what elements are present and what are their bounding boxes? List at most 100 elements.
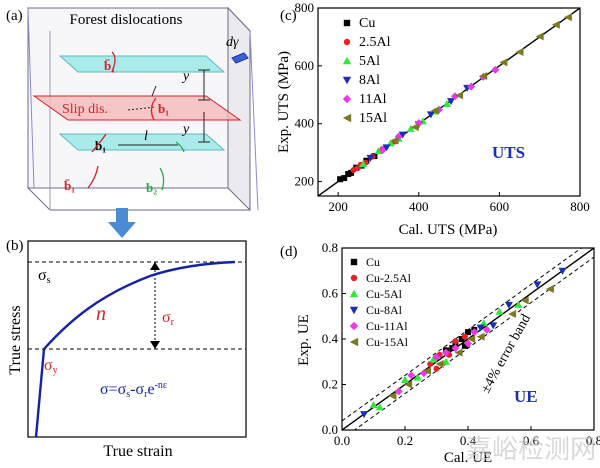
d-x-axis-title: Cal. UE [444, 450, 492, 466]
data-point-cu-5al [479, 319, 488, 327]
data-point-cu-11al [482, 325, 491, 334]
data-point-cu-5al [369, 400, 378, 408]
data-point-8al [426, 111, 435, 119]
legend-label: Cu-2.5Al [366, 271, 412, 285]
data-point-cu-5al [375, 403, 384, 411]
data-point-cu-5al [429, 355, 438, 363]
panel-a-label: (a) [6, 8, 23, 24]
data-point-cu-11al [407, 371, 416, 380]
data-point-15al [563, 13, 572, 22]
data-point-cu-2-5al [427, 361, 434, 368]
panel-d-ue-chart: (d) 0.0 0.2 0.4 0.6 0.8 0.0 0.2 0.4 0.6 0.8 Cu Cu-… [280, 240, 600, 466]
data-point-cu-11al [451, 344, 460, 353]
panel-c-uts-chart: (c) 200 400 600 800 200 400 600 800 Cu 2.5Al 5Al 8… [276, 0, 590, 238]
dgamma-label: dγ [226, 35, 239, 50]
data-point-cu [337, 176, 344, 183]
data-point-cu [465, 329, 471, 336]
data-point-cu-8al [476, 324, 485, 332]
legend-label: 5Al [359, 54, 380, 69]
dislocation-line [150, 97, 157, 121]
lower-slip-plane [58, 133, 226, 151]
data-point-11al [451, 92, 460, 101]
burgers-b2-forest: b₂ [146, 180, 157, 195]
data-point-cu-11al [470, 328, 479, 337]
data-point-15al [535, 32, 544, 41]
legend-label: Cu-11Al [366, 319, 408, 333]
legend-label: Cu-15Al [366, 335, 409, 349]
spacing-y-upper: y [181, 69, 190, 84]
data-point-cu-15al [435, 360, 444, 369]
x-tick-label: 0.6 [523, 433, 540, 448]
data-point-cu-5al [441, 357, 450, 365]
legend-marker [349, 289, 359, 298]
ue-annotation: UE [514, 387, 538, 406]
watermark: 嘉峪检测网 [466, 434, 596, 464]
axis-ticks: 0.0 0.2 0.4 0.6 0.8 0.0 0.2 0.4 0.6 0.8 [322, 240, 600, 448]
panel-a-schematic: (a) Forest dislocations dγ y y b̄₁ Slip … [6, 6, 259, 212]
legend-marker [349, 321, 359, 331]
dislocation-line [159, 167, 165, 191]
burgers-b1-lower: b₁ [95, 138, 106, 153]
y-tick-label: 200 [295, 174, 315, 189]
x-tick-label: 0.8 [586, 433, 600, 448]
y-axis-title: True stress [7, 305, 24, 374]
data-point-cu-11al [441, 348, 450, 357]
data-point-cu [341, 175, 348, 182]
data-point-15al [551, 20, 560, 29]
legend-label: 15Al [359, 111, 387, 126]
data-point-cu-8al [533, 281, 542, 289]
panel-b-label: (b) [6, 238, 24, 254]
x-axis-title: True strain [103, 443, 172, 460]
data-point-cu-15al [545, 284, 554, 293]
legend-label: Cu [366, 255, 380, 269]
y-tick-label: 800 [295, 0, 315, 15]
y-tick-label: 0.0 [322, 422, 338, 437]
data-point-cu-8al [360, 411, 369, 419]
stress-strain-curve [34, 260, 236, 438]
data-point-cu-8al [558, 267, 567, 275]
hardening-n-label: n [96, 303, 106, 325]
x-tick-label: 0.4 [460, 433, 477, 448]
legend-marker [342, 76, 352, 85]
data-points [337, 13, 572, 183]
panel-b-stress-strain: (b) σs σr σy n σ=σs-σre-nε True strain T… [6, 238, 247, 460]
data-point-cu-15al [467, 335, 476, 343]
legend-marker [343, 19, 351, 27]
legend-label: 8Al [359, 73, 380, 88]
data-point-cu-5al [495, 307, 504, 315]
dislocation-line [111, 51, 116, 73]
data-point-cu-15al [454, 348, 463, 357]
x-tick-label: 800 [570, 199, 590, 214]
active-slip-plane [32, 95, 242, 121]
legend-label: Cu [359, 16, 375, 31]
data-point-cu [458, 336, 465, 342]
data-point-cu-5al [401, 375, 409, 383]
legend-marker [342, 113, 352, 123]
y-tick-label: 400 [295, 116, 315, 131]
y-tick-label: 0.8 [322, 240, 338, 255]
arrowhead [150, 341, 160, 349]
slip-dislocation-label: Slip dis. [62, 102, 108, 117]
data-point-cu-5al [413, 373, 422, 381]
data-point-8al [382, 144, 391, 152]
data-point-cu [348, 169, 355, 176]
down-arrow-icon [108, 208, 136, 238]
legend-marker [343, 38, 351, 46]
plot-frame [27, 240, 247, 438]
arrowhead [150, 262, 160, 270]
upper-slip-plane [58, 55, 226, 73]
x-tick-label: 400 [409, 199, 429, 214]
data-point-15al [479, 71, 488, 80]
forest-dislocations-title: Forest dislocations [70, 12, 183, 28]
y-tick-label: 600 [295, 58, 315, 73]
data-point-15al [515, 47, 524, 56]
data-point-cu [461, 342, 468, 349]
data-point-cu-15al [404, 380, 413, 389]
data-point-cu-8al [489, 322, 498, 330]
data-points [360, 267, 567, 419]
data-point-11al [491, 65, 500, 74]
legend-label: Cu-5Al [366, 287, 403, 301]
data-point-11al [378, 146, 387, 155]
shear-edge [249, 30, 259, 211]
panel-c-label: (c) [280, 8, 297, 24]
